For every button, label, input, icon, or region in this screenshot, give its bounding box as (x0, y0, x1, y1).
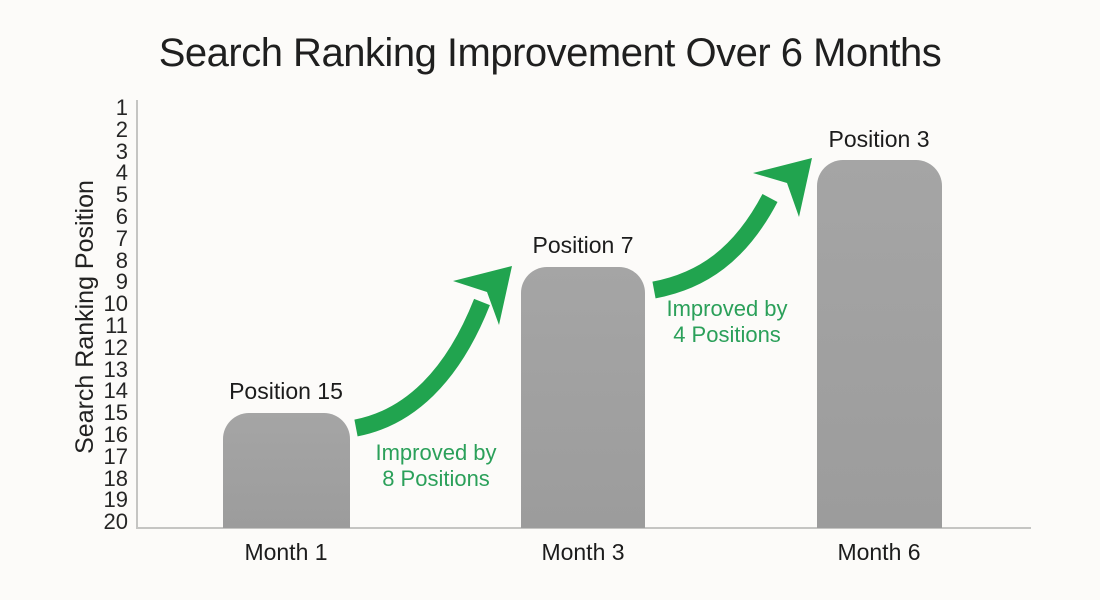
chart-title: Search Ranking Improvement Over 6 Months (158, 31, 942, 75)
x-tick-label: Month 1 (244, 539, 328, 565)
y-tick-label: 17 (103, 443, 128, 469)
y-tick-label: 9 (115, 269, 128, 295)
improvement-annotation-2: Improved by 4 Positions (617, 296, 837, 348)
y-tick-label: 7 (115, 225, 128, 251)
y-tick-label: 13 (103, 356, 128, 382)
y-tick-label: 2 (115, 116, 128, 142)
y-tick-label: 11 (105, 313, 128, 338)
y-tick-label: 16 (103, 422, 128, 447)
y-tick-label: 18 (103, 465, 128, 491)
y-tick-label: 10 (103, 291, 128, 317)
bar-month-3 (521, 267, 645, 528)
y-tick-label: 3 (115, 138, 128, 164)
bar-value-label: Position 3 (828, 126, 930, 152)
improvement-annotation-1: Improved by 8 Positions (326, 440, 546, 492)
y-axis-line (136, 100, 138, 528)
y-tick-label: 6 (115, 204, 128, 229)
bar-value-label: Position 15 (229, 378, 343, 404)
y-tick-label: 20 (103, 509, 128, 535)
bar-month-6 (817, 160, 942, 528)
growth-arrow-icon-2 (652, 158, 812, 299)
y-axis-tick-labels: 1 2 3 4 5 6 7 8 9 10 11 12 13 14 15 16 17 18 19 20 (58, 0, 128, 600)
y-tick-label: 5 (115, 182, 128, 208)
annotation-line: Improved by (666, 296, 788, 321)
y-tick-label: 14 (103, 378, 128, 404)
y-tick-label: 4 (115, 160, 128, 186)
bar-value-label: Position 7 (532, 232, 634, 258)
y-tick-label: 1 (115, 95, 128, 120)
x-axis-line (136, 527, 1031, 529)
annotation-line: 4 Positions (673, 322, 781, 347)
y-tick-label: 8 (115, 247, 128, 273)
x-tick-label: Month 3 (541, 539, 625, 565)
x-tick-label: Month 6 (837, 539, 921, 565)
bar-month-1 (223, 413, 350, 528)
annotation-line: 8 Positions (382, 466, 490, 491)
y-tick-label: 19 (103, 487, 128, 513)
y-tick-label: 15 (103, 400, 128, 426)
y-tick-label: 12 (103, 334, 128, 360)
annotation-line: Improved by (375, 440, 497, 465)
